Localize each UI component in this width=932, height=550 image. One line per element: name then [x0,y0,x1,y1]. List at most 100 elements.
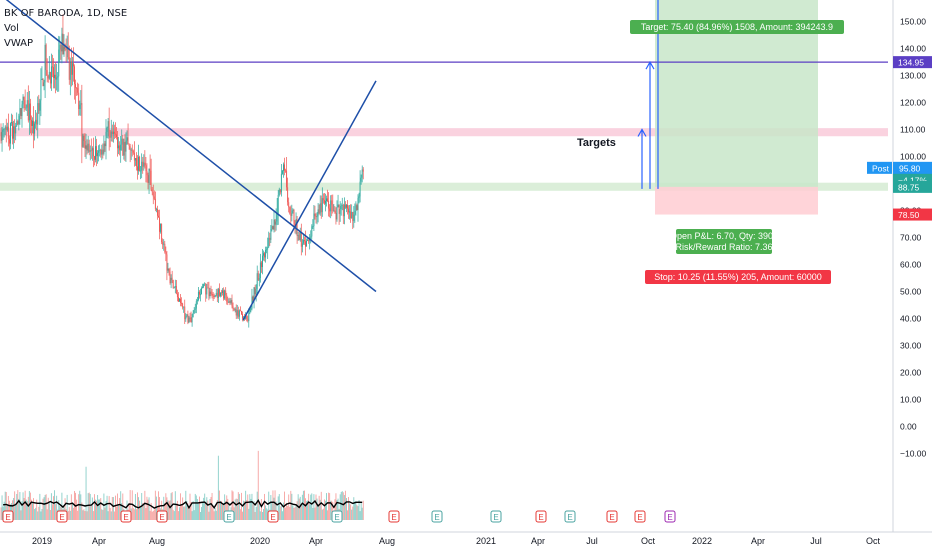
candle-body [164,243,166,253]
candle-body [120,144,122,151]
volume-bar [39,493,41,520]
volume-bar [17,490,19,520]
candle-body [317,209,319,217]
volume-bar [274,490,276,520]
volume-bar [47,497,49,520]
volume-bar [113,511,115,520]
volume-bar [16,493,18,520]
candle-body [227,301,229,303]
candle-body [246,316,248,319]
candle-body [5,126,7,130]
candle-body [188,317,190,323]
candle-body [268,237,270,248]
volume-bar [20,510,22,520]
volume-bar [196,499,198,520]
candle-body [283,164,284,171]
volume-bar [318,495,320,520]
x-tick-label: Apr [92,536,106,546]
candle-body [221,292,222,294]
candle-body [347,204,348,209]
candle-body [199,291,200,295]
stop-zone-box [655,186,818,215]
post-value-bg [893,161,932,174]
volume-bar [96,500,97,520]
candle-body [223,290,225,299]
candle-body [254,287,256,295]
candle-body [64,46,66,50]
volume-bar [270,495,272,520]
volume-indicator-label[interactable]: Vol [4,23,19,34]
volume-bar [346,498,347,520]
volume-bar [181,504,183,520]
candle-body [205,283,207,295]
volume-bar [247,494,249,520]
candle-body [56,77,58,80]
candle-body [274,219,276,225]
volume-bar [201,507,202,520]
candle-body [76,87,78,89]
candle-body [97,152,99,157]
candle-body [28,103,30,121]
x-tick-label: Aug [379,536,395,546]
candle-body [193,309,195,313]
x-tick-label: Apr [751,536,765,546]
candle-body [343,204,345,217]
candle-body [153,196,155,199]
volume-bar [92,511,94,520]
candle-body [226,295,228,302]
volume-bar [78,494,80,520]
candle-body [40,79,42,101]
candle-body [89,150,91,152]
candle-body [95,146,96,160]
earnings-marker-letter: E [493,513,498,522]
earnings-marker-letter: E [434,513,439,522]
volume-bar [100,498,102,520]
candle-body [47,75,49,79]
candle-body [179,298,180,302]
earnings-marker [564,510,576,523]
candle-body [77,88,79,93]
candle-body [280,173,282,193]
candle-body [180,298,181,303]
volume-bar [355,500,357,520]
candle-body [125,140,127,152]
volume-bar [24,490,26,520]
candle-body [252,296,254,301]
candle-body [292,209,294,211]
volume-bar [88,492,90,520]
volume-bar [288,494,290,520]
volume-bar [340,491,342,520]
candle-body [336,207,338,220]
volume-bar [263,509,264,520]
volume-bar [225,500,227,520]
volume-bar [83,509,85,520]
candle-body [21,104,23,117]
vwap-indicator-label[interactable]: VWAP [4,38,34,49]
candle-body [124,141,126,152]
volume-bar [116,506,117,520]
volume-bar [236,498,238,520]
target-arrowhead [645,60,655,70]
candle-body [63,46,65,55]
candle-body [94,156,95,160]
candle-body [165,252,167,255]
volume-bar [168,501,170,520]
volume-bar [99,499,101,520]
candle-body [80,103,82,105]
earnings-marker-letter: E [226,513,231,522]
candle-body [301,243,303,247]
candle-body [190,317,192,323]
x-tick-label: Oct [866,536,881,546]
price-label-bg [893,56,932,69]
volume-bar [68,507,70,520]
volume-bar [118,505,120,520]
candle-body [4,126,6,129]
candle-body [110,131,112,138]
volume-bar [159,497,160,520]
candle-body [212,294,214,296]
candle-body [310,236,312,238]
volume-bar [232,491,234,520]
volume-bar [158,491,159,520]
